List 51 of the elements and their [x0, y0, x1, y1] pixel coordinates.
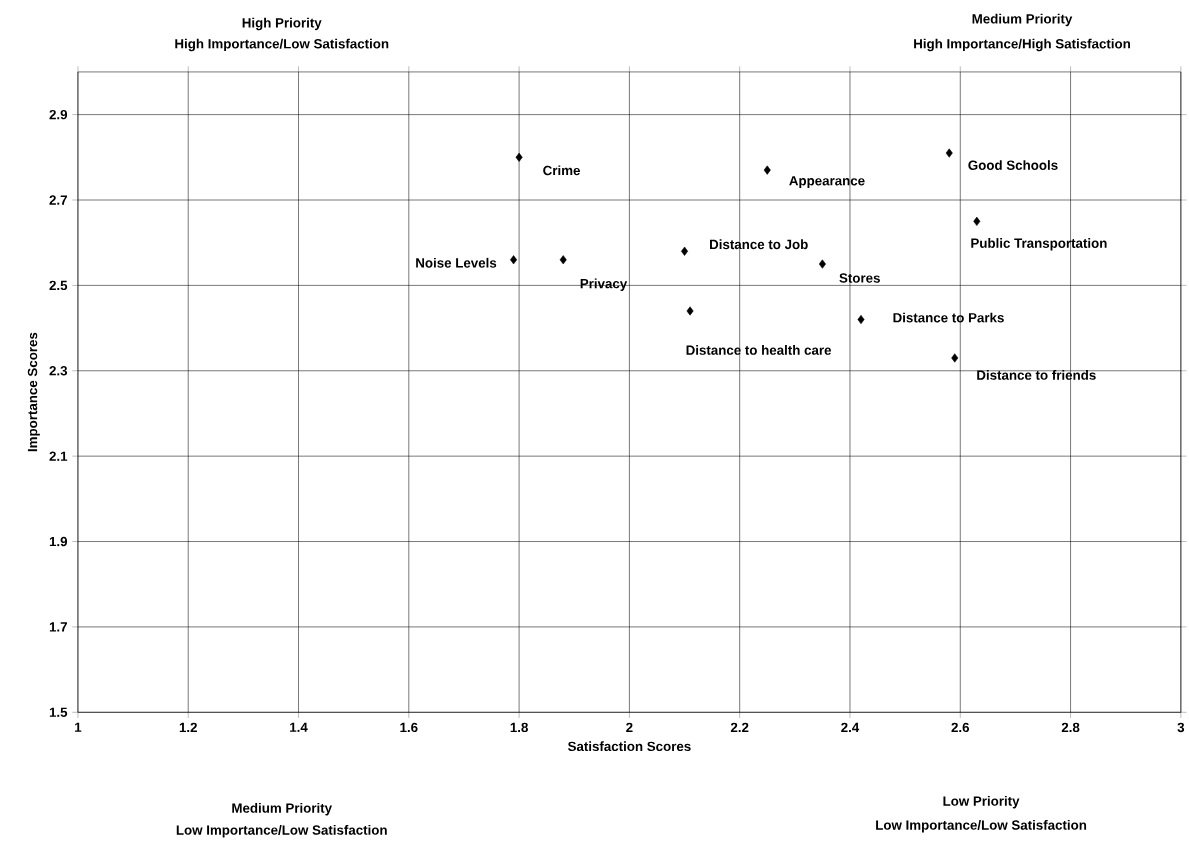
annotation: Noise Levels: [416, 257, 497, 268]
x-tick-label: 1.4: [290, 722, 308, 732]
annotation: Distance to friends: [977, 369, 1096, 380]
annotation: Appearance: [789, 176, 865, 188]
text: Low Priority: [943, 795, 1020, 809]
point: [945, 148, 953, 158]
y-tick-label: 2.1: [49, 451, 68, 461]
point: [515, 152, 523, 162]
y-tick-label: 1.7: [49, 622, 67, 632]
point: [686, 306, 694, 316]
point: [510, 255, 518, 265]
text: High Priority: [242, 17, 322, 31]
annotation: Crime: [543, 165, 580, 176]
x-tick-label: 1: [75, 722, 82, 732]
text: High Importance/High Satisfaction: [914, 38, 1130, 52]
x-tick-label: 2.8: [1061, 722, 1080, 733]
point: [818, 259, 826, 269]
x-tick-label: 1.2: [179, 722, 197, 732]
y-tick-label: 2.9: [49, 109, 68, 120]
x-tick-label: 2.6: [951, 722, 970, 733]
y-tick-label: 1.9: [49, 536, 68, 547]
x-tick-label: 2: [626, 722, 633, 732]
x-tick-label: 3: [1177, 722, 1185, 733]
point: [857, 314, 865, 324]
y-axis-title: Importance Scores: [27, 332, 40, 452]
x-tick-label: 1.6: [400, 722, 418, 733]
text: Medium Priority: [972, 13, 1073, 27]
x-tick-label: 2.2: [730, 722, 749, 732]
text: High Importance/Low Satisfaction: [175, 38, 389, 52]
y-tick-label: 1.5: [49, 707, 68, 717]
annotation: Distance to health care: [686, 344, 832, 355]
y-tick-label: 2.3: [49, 365, 68, 376]
annotation: Public Transportation: [971, 238, 1107, 251]
annotation: Distance to Parks: [893, 312, 1004, 323]
y-tick-label: 2.7: [49, 195, 67, 205]
text: Medium Priority: [232, 802, 332, 816]
point: [951, 353, 959, 363]
text: Low Importance/Low Satisfaction: [876, 819, 1087, 833]
x-axis-title: Satisfaction Scores: [567, 741, 691, 751]
x-tick-label: 1.8: [510, 722, 528, 733]
x-tick-label: 2.4: [841, 722, 860, 732]
point: [973, 216, 981, 226]
annotation: Stores: [839, 273, 880, 283]
text: Low Importance/Low Satisfaction: [176, 824, 387, 838]
y-tick-label: 2.5: [49, 280, 68, 291]
annotation: Distance to Job: [710, 239, 808, 250]
annotation: Good Schools: [968, 160, 1058, 170]
annotation: Privacy: [580, 278, 628, 291]
point: [681, 246, 689, 256]
point: [763, 165, 771, 175]
point: [559, 255, 567, 265]
